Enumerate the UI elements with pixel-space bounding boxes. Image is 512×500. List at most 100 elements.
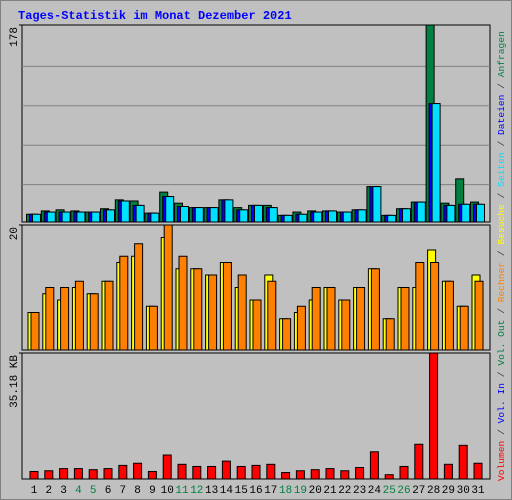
x-tick-label: 30 (457, 485, 470, 497)
x-tick-label: 15 (235, 485, 248, 497)
bar (32, 213, 41, 223)
legend-entry: Seiten (496, 152, 507, 187)
bar (120, 200, 130, 223)
y-tick-label: 178 (9, 27, 21, 47)
bar (313, 211, 323, 223)
bar (163, 224, 173, 351)
x-tick-label: 20 (309, 485, 322, 497)
bar (207, 465, 217, 480)
bar (61, 211, 71, 223)
bar (443, 463, 453, 480)
bar (295, 470, 305, 480)
x-tick-label: 22 (338, 485, 351, 497)
legend-entry: Volumen (496, 441, 507, 481)
bar (296, 305, 306, 351)
bar (134, 243, 144, 351)
bar (254, 204, 263, 223)
bar (369, 451, 379, 480)
bar (180, 206, 189, 223)
chart-title: Tages-Statistik im Monat Dezember 2021 (18, 9, 292, 23)
bar (150, 212, 160, 223)
y-tick-label: 20 (9, 227, 21, 240)
bar (88, 469, 98, 480)
legend-separator: / (496, 141, 507, 147)
bar (74, 280, 84, 351)
bar (385, 318, 395, 351)
bar (45, 287, 55, 351)
bar (252, 299, 262, 351)
bar (106, 209, 115, 223)
bar (355, 467, 365, 480)
x-tick-label: 2 (45, 485, 52, 497)
legend-entry: Besuche (496, 204, 507, 245)
legend-separator: / (496, 371, 507, 377)
legend-separator: / (496, 308, 507, 314)
x-tick-label: 21 (323, 485, 337, 497)
x-tick-label: 11 (175, 485, 189, 497)
bar (400, 287, 410, 351)
legend-separator: / (496, 192, 507, 198)
bar (224, 199, 234, 223)
bar (30, 312, 40, 351)
bar (133, 462, 143, 480)
legend: Volumen / Vol. In / Vol. Out / Rechner / Besuche… (496, 31, 507, 481)
bar (430, 262, 440, 351)
bar (44, 470, 54, 480)
bar (431, 103, 441, 223)
bar (236, 465, 246, 480)
legend-separator: / (496, 83, 507, 89)
bar (178, 255, 188, 351)
x-tick-label: 16 (249, 485, 262, 497)
bar (387, 214, 397, 223)
bar (356, 287, 366, 351)
bar (461, 203, 471, 223)
bar (416, 201, 426, 223)
legend-entry: Vol. In (496, 383, 507, 423)
bar (60, 287, 70, 351)
bar (91, 211, 101, 223)
bar (193, 268, 203, 351)
bar (342, 211, 352, 223)
x-tick-label: 7 (119, 485, 126, 497)
bar (162, 454, 172, 480)
x-tick-label: 12 (190, 485, 203, 497)
bar (402, 208, 411, 223)
legend-separator: / (496, 429, 507, 435)
x-tick-label: 24 (368, 485, 382, 497)
bar (76, 211, 86, 223)
bar (239, 209, 249, 223)
x-tick-label: 17 (264, 485, 277, 497)
x-tick-label: 14 (220, 485, 234, 497)
bar (267, 280, 277, 351)
bar (46, 211, 56, 223)
legend-entry: Anfragen (496, 31, 507, 77)
legend-entry: Vol. Out (496, 320, 507, 366)
legend-entry: Rechner (496, 262, 507, 302)
x-tick-label: 3 (60, 485, 67, 497)
x-tick-label: 5 (90, 485, 97, 497)
bar (476, 203, 485, 223)
bar (341, 299, 351, 351)
bar (119, 255, 129, 351)
x-tick-label: 9 (149, 485, 156, 497)
bar (29, 470, 39, 480)
bar (59, 468, 69, 480)
bar (237, 274, 247, 351)
x-tick-label: 18 (279, 485, 292, 497)
panel (21, 352, 491, 480)
bar (165, 196, 175, 223)
bar (73, 468, 83, 480)
bar (135, 204, 145, 223)
bar (298, 213, 308, 223)
bar (283, 214, 293, 223)
bar (266, 463, 276, 480)
legend-separator: / (496, 250, 507, 256)
bar (340, 470, 350, 480)
bar (384, 474, 394, 480)
bar (326, 287, 336, 351)
bar (357, 209, 367, 223)
bar (444, 280, 454, 351)
bar (282, 318, 292, 351)
bar (147, 470, 157, 480)
